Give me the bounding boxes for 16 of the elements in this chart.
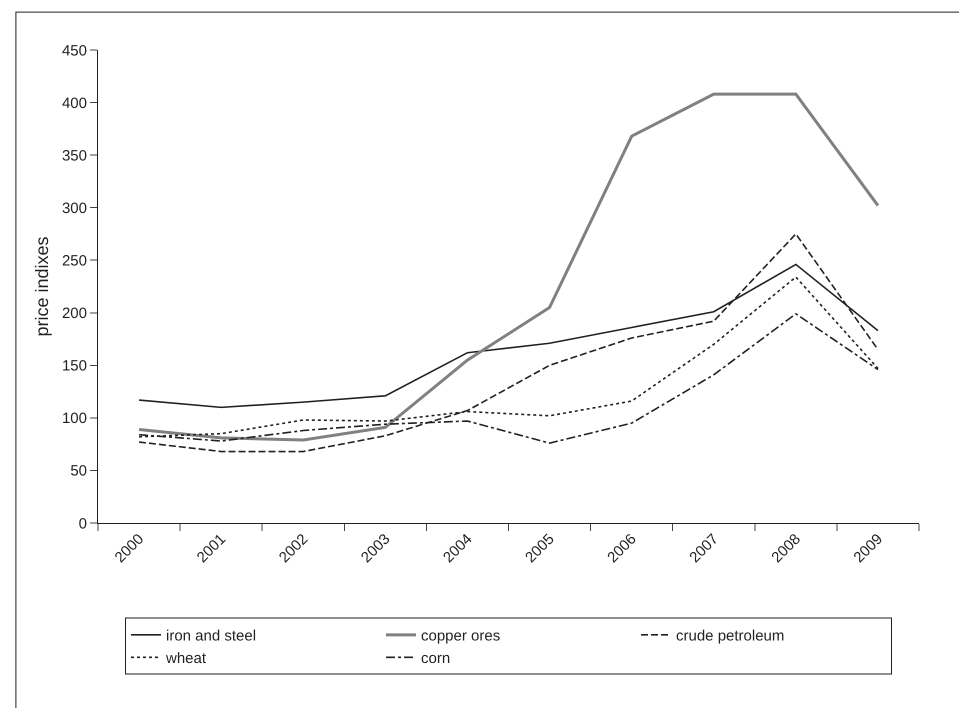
y-tick-label: 150 [62, 358, 87, 375]
y-tick-label: 350 [62, 147, 87, 164]
y-tick-label: 300 [62, 200, 87, 217]
y-tick-label: 50 [70, 462, 87, 480]
y-tick-label: 200 [62, 305, 87, 322]
legend-label: wheat [165, 650, 207, 668]
y-tick-label: 100 [62, 410, 87, 428]
legend-label: copper ores [421, 628, 500, 645]
y-tick-label: 400 [62, 94, 87, 112]
y-tick-label: 450 [62, 42, 87, 60]
legend-label: corn [421, 650, 450, 668]
legend-label: crude petroleum [676, 628, 784, 645]
y-axis-title: price indixes [32, 236, 52, 337]
legend-label: iron and steel [166, 628, 256, 645]
y-tick-label: 250 [62, 252, 87, 270]
y-tick-label: 0 [78, 515, 87, 532]
